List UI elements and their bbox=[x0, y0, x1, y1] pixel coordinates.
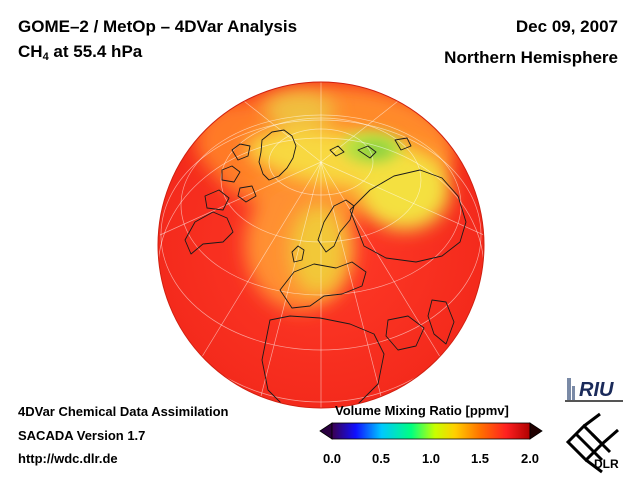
dlr-logo: DLR bbox=[565, 412, 619, 474]
africa-coast bbox=[261, 315, 385, 408]
colorbar-tick: 2.0 bbox=[520, 451, 540, 466]
greenland-coast bbox=[258, 129, 297, 181]
riu-logo-text: RIU bbox=[579, 379, 614, 401]
north-america-coast bbox=[184, 211, 234, 255]
colorbar-title: Volume Mixing Ratio [ppmv] bbox=[335, 403, 509, 418]
species-main: CH bbox=[18, 42, 43, 61]
dlr-logo-text: DLR bbox=[594, 457, 619, 471]
colorbar-tick: 1.0 bbox=[421, 451, 441, 466]
globe-outline bbox=[157, 81, 485, 409]
graticule bbox=[158, 82, 484, 408]
uk-coast bbox=[291, 245, 305, 263]
colorbar-low-arrow bbox=[319, 422, 333, 440]
siberia-islands bbox=[329, 137, 412, 159]
arabia-coast bbox=[385, 315, 425, 351]
globe-field bbox=[158, 82, 484, 408]
colorbar bbox=[319, 422, 543, 440]
riu-logo: RIU bbox=[565, 378, 623, 402]
title-species: CH4 at 55.4 hPa bbox=[18, 42, 142, 63]
region-label: Northern Hemisphere bbox=[444, 48, 618, 67]
date-label: Dec 09, 2007 bbox=[515, 17, 618, 36]
scandinavia-coast bbox=[317, 199, 355, 253]
colorbar-gradient bbox=[331, 422, 531, 440]
europe-coast bbox=[279, 261, 367, 309]
colorbar-tick: 1.5 bbox=[470, 451, 490, 466]
footer-url[interactable]: http://wdc.dlr.de bbox=[18, 451, 118, 466]
coastlines bbox=[184, 129, 467, 408]
species-subscript: 4 bbox=[42, 51, 49, 63]
asia-coast bbox=[349, 169, 467, 263]
colorbar-tick: 0.5 bbox=[371, 451, 391, 466]
colorbar-tick: 0.0 bbox=[322, 451, 342, 466]
title-instrument: GOME–2 / MetOp – 4DVar Analysis bbox=[18, 17, 298, 36]
species-level: at 55.4 hPa bbox=[48, 42, 143, 61]
india-coast bbox=[427, 299, 455, 345]
footer-system: 4DVar Chemical Data Assimilation bbox=[18, 404, 229, 419]
colorbar-high-arrow bbox=[529, 422, 543, 440]
footer-version: SACADA Version 1.7 bbox=[18, 428, 146, 443]
canada-islands bbox=[204, 143, 257, 211]
